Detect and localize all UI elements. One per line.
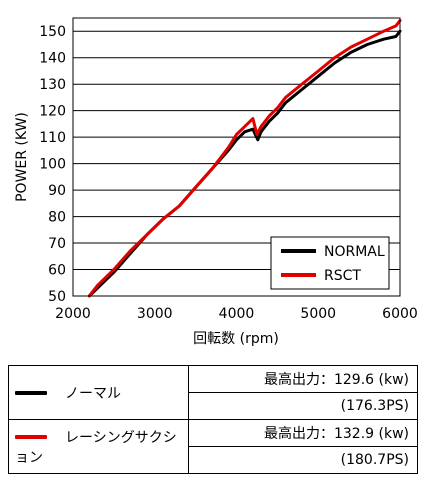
series-line-rsct bbox=[87, 19, 402, 298]
spec-ps-rsct: (180.7PS) bbox=[188, 446, 418, 474]
y-tick-70: 70 bbox=[48, 236, 66, 252]
legend-label-normal: NORMAL bbox=[324, 244, 385, 260]
y-tick-80: 80 bbox=[48, 210, 66, 226]
series-lines bbox=[87, 19, 402, 298]
x-tick-4000: 4000 bbox=[219, 306, 255, 322]
y-tick-110: 110 bbox=[39, 130, 66, 146]
x-axis-label: 回転数 (rpm) bbox=[193, 331, 279, 347]
spec-swatch-rsct bbox=[15, 434, 47, 439]
legend-box bbox=[270, 236, 390, 290]
y-tick-90: 90 bbox=[48, 183, 66, 199]
y-tick-60: 60 bbox=[48, 263, 66, 279]
y-tick-130: 130 bbox=[39, 77, 66, 93]
x-tick-3000: 3000 bbox=[137, 306, 173, 322]
spec-name-rsct: レーシングサクション bbox=[15, 429, 177, 466]
y-tick-120: 120 bbox=[39, 104, 66, 120]
y-tick-150: 150 bbox=[39, 24, 66, 40]
spec-max-output-rsct: 最高出力：132.9 (kw) bbox=[188, 419, 418, 447]
spec-table: ノーマル 最高出力：129.6 (kw) (176.3PS) レーシングサクショ… bbox=[8, 365, 418, 474]
y-tick-100: 100 bbox=[39, 157, 66, 173]
grid-lines bbox=[73, 30, 400, 297]
spec-row-rsct-ps: (180.7PS) bbox=[9, 446, 418, 474]
spec-name-cell-normal: ノーマル bbox=[8, 365, 189, 420]
legend: NORMAL RSCT bbox=[270, 236, 390, 290]
spec-max-output-normal: 最高出力：129.6 (kw) bbox=[188, 365, 418, 393]
spec-row-normal: ノーマル 最高出力：129.6 (kw) bbox=[8, 365, 418, 420]
plot-frame bbox=[72, 17, 401, 297]
spec-ps-normal: (176.3PS) bbox=[188, 392, 418, 420]
legend-label-rsct: RSCT bbox=[324, 268, 361, 284]
spec-name-normal: ノーマル bbox=[65, 385, 121, 402]
y-tick-50: 50 bbox=[48, 289, 66, 305]
spec-name-cell-rsct: レーシングサクション bbox=[8, 419, 189, 474]
spec-row-rsct: レーシングサクション 最高出力：132.9 (kw) bbox=[8, 419, 418, 474]
x-tick-labels: 2000 3000 4000 5000 6000 bbox=[55, 306, 418, 322]
x-tick-6000: 6000 bbox=[382, 306, 418, 322]
y-tick-140: 140 bbox=[39, 51, 66, 67]
spec-swatch-normal bbox=[15, 390, 47, 395]
y-axis-label: POWER (KW) bbox=[14, 112, 30, 202]
power-chart: 50 60 70 80 90 100 110 120 130 140 150 2000 3000 400… bbox=[14, 17, 418, 347]
y-tick-labels: 50 60 70 80 90 100 110 120 130 140 150 bbox=[39, 24, 66, 305]
x-tick-2000: 2000 bbox=[55, 306, 91, 322]
x-tick-5000: 5000 bbox=[300, 306, 336, 322]
